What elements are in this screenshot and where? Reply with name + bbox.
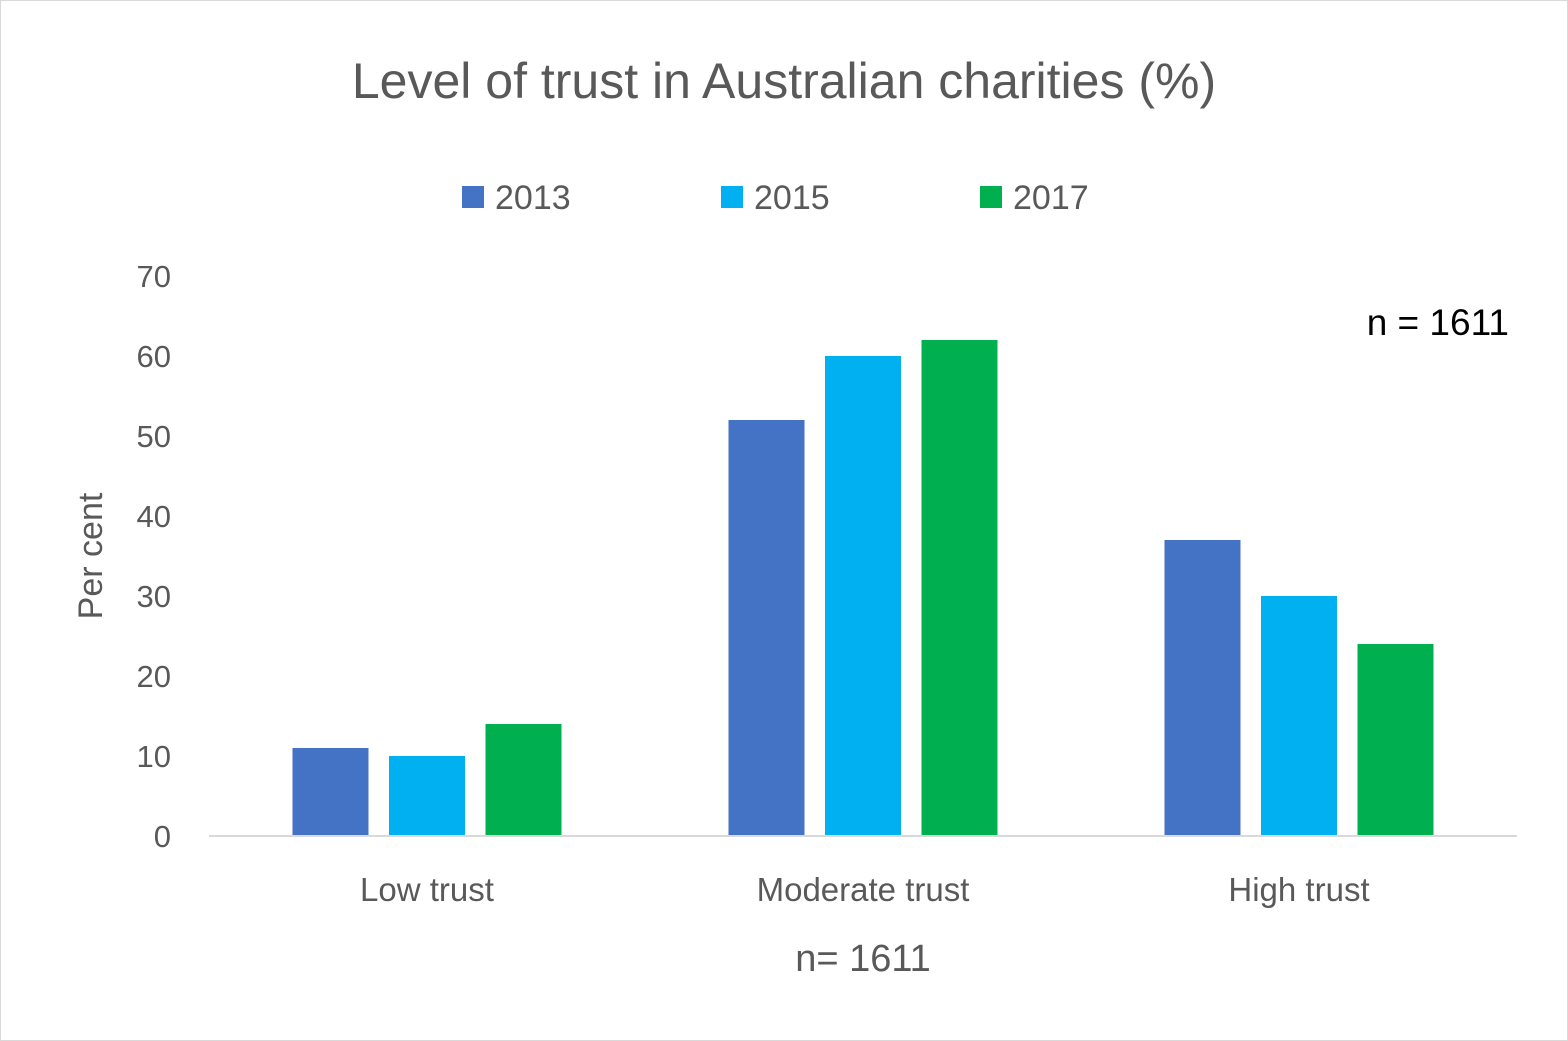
bar-moderate-trust-2017 (921, 340, 998, 836)
chart-legend: 2013 2015 2017 (462, 179, 1089, 217)
y-tick-label-50: 50 (137, 419, 171, 454)
x-tick-label-moderate-trust: Moderate trust (757, 871, 970, 908)
y-axis-label: Per cent (72, 492, 110, 619)
y-tick-label-30: 30 (137, 579, 171, 614)
bar-series (292, 340, 1434, 836)
bar-high-trust-2015 (1261, 596, 1337, 836)
sample-size-annotation: n = 1611 (1367, 302, 1509, 343)
legend-label-2017: 2017 (1013, 179, 1089, 217)
bar-high-trust-2013 (1164, 540, 1241, 836)
bar-low-trust-2017 (485, 724, 562, 836)
y-tick-label-40: 40 (137, 499, 171, 534)
y-tick-label-10: 10 (137, 739, 171, 774)
y-axis-ticks: 0 10 20 30 40 50 60 70 (137, 259, 171, 854)
bar-moderate-trust-2015 (825, 356, 901, 836)
legend-swatch-2013 (462, 186, 484, 208)
bar-low-trust-2015 (389, 756, 465, 836)
chart-title: Level of trust in Australian charities (… (352, 53, 1216, 109)
y-tick-label-0: 0 (154, 819, 171, 854)
x-tick-label-high-trust: High trust (1228, 871, 1369, 908)
bar-low-trust-2013 (292, 748, 369, 836)
bar-high-trust-2017 (1357, 644, 1434, 836)
legend-swatch-2015 (721, 186, 743, 208)
x-axis-ticks: Low trust Moderate trust High trust (360, 871, 1370, 908)
x-axis-label: n= 1611 (795, 938, 931, 980)
y-tick-label-20: 20 (137, 659, 171, 694)
legend-label-2013: 2013 (495, 179, 571, 217)
bar-moderate-trust-2013 (728, 420, 805, 836)
x-tick-label-low-trust: Low trust (360, 871, 494, 908)
y-tick-label-70: 70 (137, 259, 171, 294)
legend-swatch-2017 (980, 186, 1002, 208)
y-tick-label-60: 60 (137, 339, 171, 374)
legend-label-2015: 2015 (754, 179, 830, 217)
